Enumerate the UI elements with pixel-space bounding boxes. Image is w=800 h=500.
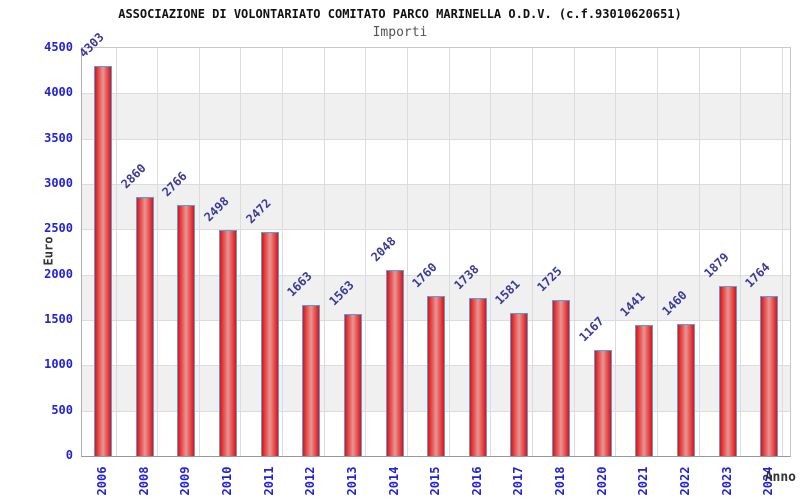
vertical-gridline: [698, 48, 700, 456]
x-tick-label-text: 2012: [303, 466, 318, 496]
vertical-gridline: [407, 48, 409, 456]
bar-2018: [552, 299, 571, 456]
horizontal-gridline: [82, 229, 790, 231]
bar-2017: [510, 312, 529, 456]
x-tick-label-text: 2022: [678, 466, 693, 496]
x-tick-label-text: 2023: [719, 466, 734, 496]
bar-2020: [593, 350, 612, 456]
x-tick-label-text: 2013: [344, 466, 359, 496]
horizontal-gridline: [82, 274, 790, 276]
x-tick-label-text: 2011: [261, 466, 276, 496]
x-tick-label-text: 2016: [469, 466, 484, 496]
chart-title: ASSOCIAZIONE DI VOLONTARIATO COMITATO PA…: [118, 7, 682, 21]
vertical-gridline: [573, 48, 575, 456]
vertical-gridline: [656, 48, 658, 456]
vertical-gridline: [531, 48, 533, 456]
bar-2009: [177, 205, 196, 456]
bar-2013: [343, 314, 362, 456]
x-tick-label-text: 2020: [594, 466, 609, 496]
x-tick-label-text: 2021: [636, 466, 651, 496]
bar-2015: [427, 296, 446, 456]
horizontal-gridline: [82, 138, 790, 140]
x-tick-label-text: 2018: [553, 466, 568, 496]
x-tick-label-text: 2015: [428, 466, 443, 496]
plot-band: [82, 93, 790, 139]
bar-2008: [135, 196, 154, 456]
y-tick-label: 2000: [44, 266, 73, 281]
bar-2016: [468, 298, 487, 456]
vertical-gridline: [323, 48, 325, 456]
vertical-gridline: [157, 48, 159, 456]
vertical-gridline: [198, 48, 200, 456]
bar-2021: [635, 325, 654, 456]
bar-2023: [718, 285, 737, 456]
y-tick-label: 4500: [44, 40, 73, 54]
bar-2006: [94, 65, 112, 456]
vertical-gridline: [781, 48, 783, 456]
x-axis-title: Anno: [764, 470, 796, 485]
vertical-gridline: [115, 48, 117, 456]
y-tick-label: 500: [51, 402, 73, 417]
vertical-gridline: [490, 48, 492, 456]
y-tick-label: 3000: [44, 176, 73, 190]
horizontal-gridline: [82, 93, 790, 95]
bar-2011: [260, 231, 279, 456]
x-tick-label-text: 2009: [178, 466, 193, 496]
y-tick-label: 1000: [44, 357, 73, 372]
bar-2014: [385, 270, 404, 456]
bar-2022: [677, 323, 696, 456]
x-tick-label-text: 2014: [386, 466, 401, 496]
y-tick-label: 1500: [44, 312, 73, 326]
chart-subtitle: Importi: [372, 25, 428, 40]
x-tick-label-text: 2010: [219, 466, 234, 496]
horizontal-gridline: [82, 184, 790, 185]
y-tick-label: 0: [65, 448, 73, 462]
plot-area: [81, 47, 791, 457]
y-tick-label: 2500: [44, 221, 73, 236]
plot-band: [82, 184, 790, 230]
x-tick-label-text: 2006: [95, 466, 109, 496]
bar-2012: [302, 305, 321, 456]
vertical-gridline: [240, 48, 242, 456]
y-tick-label: 4000: [44, 85, 73, 100]
bar-2010: [218, 229, 237, 456]
y-axis-title-text: Euro: [41, 236, 55, 266]
vertical-gridline: [365, 48, 367, 456]
vertical-gridline: [448, 48, 450, 456]
y-tick-label: 3500: [44, 130, 73, 145]
x-tick-label-text: 2008: [136, 466, 151, 496]
vertical-gridline: [615, 48, 617, 456]
vertical-gridline: [282, 48, 284, 456]
bar-2024: [760, 296, 779, 456]
x-tick-label-text: 2017: [511, 466, 526, 496]
vertical-gridline: [740, 48, 742, 456]
y-axis-title: Euro: [28, 236, 68, 266]
